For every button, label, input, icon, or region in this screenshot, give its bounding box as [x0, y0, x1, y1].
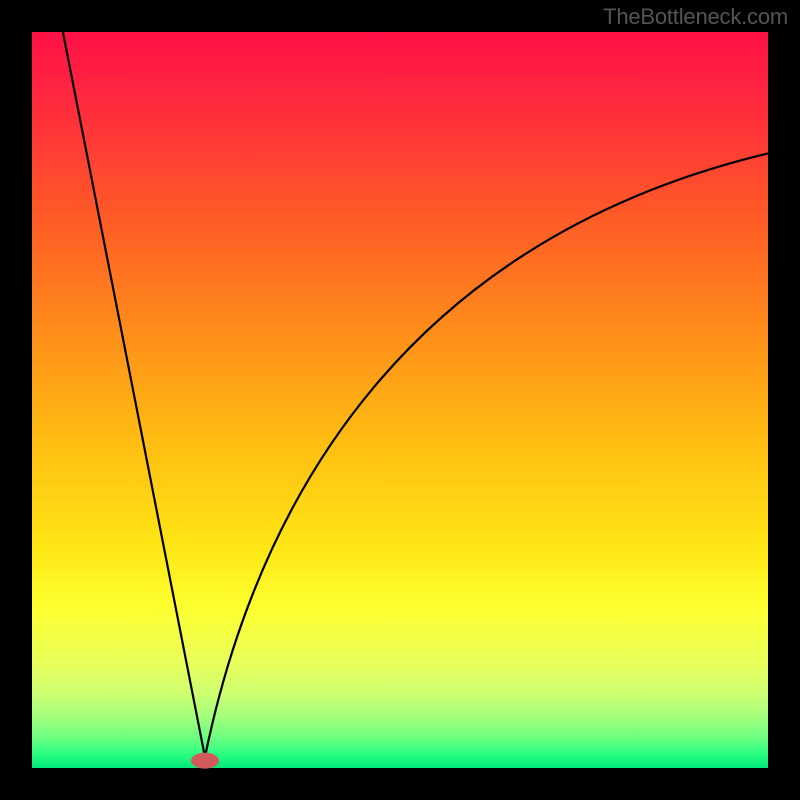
chart-root: TheBottleneck.com [0, 0, 800, 800]
chart-svg [0, 0, 800, 800]
vertex-marker [191, 753, 219, 769]
gradient-background [32, 32, 768, 768]
watermark-text: TheBottleneck.com [603, 4, 788, 30]
